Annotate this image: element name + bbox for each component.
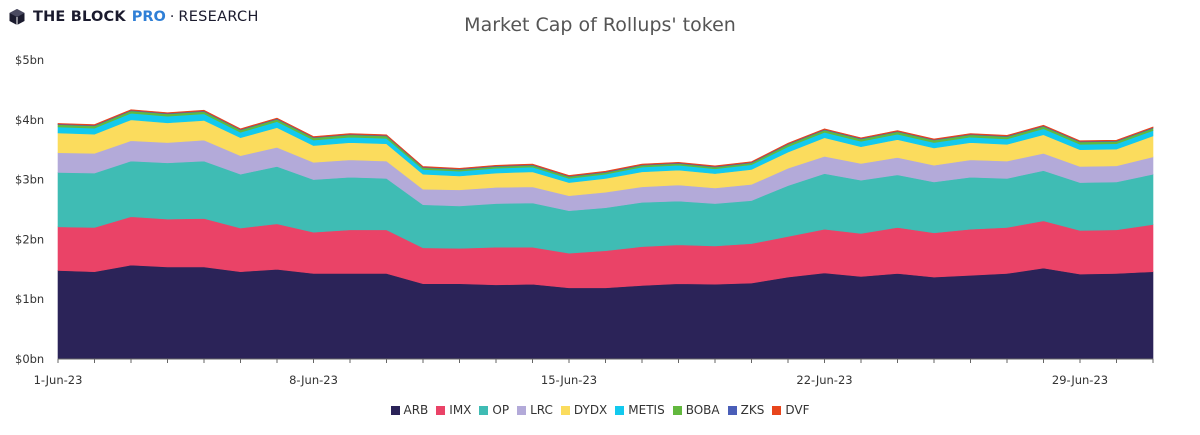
legend-swatch	[772, 405, 782, 415]
legend-item-boba: BOBA	[672, 403, 720, 417]
legend-label: ZKS	[740, 403, 765, 417]
legend-swatch	[390, 405, 400, 415]
y-axis: $0bn $1bn $2bn $3bn $4bn $5bn	[15, 53, 44, 366]
x-tick-label: 22-Jun-23	[796, 373, 852, 387]
legend-item-dvf: DVF	[772, 403, 809, 417]
series-areas	[57, 109, 1154, 360]
legend-label: IMX	[449, 403, 472, 417]
legend-item-dydx: DYDX	[560, 403, 608, 417]
legend-label: OP	[492, 403, 510, 417]
legend-label: ARB	[403, 403, 429, 417]
legend-label: DYDX	[573, 403, 608, 417]
legend-item-metis: METIS	[615, 403, 665, 417]
legend-label: METIS	[628, 403, 665, 417]
legend-swatch	[560, 405, 570, 415]
legend-swatch	[479, 405, 489, 415]
brand-research: RESEARCH	[178, 9, 259, 25]
x-axis: 1-Jun-23 8-Jun-23 15-Jun-23 22-Jun-23 29-Jun…	[34, 358, 1154, 387]
x-tick-label: 1-Jun-23	[34, 373, 83, 387]
legend-label: LRC	[530, 403, 553, 417]
legend-item-imx: IMX	[436, 403, 471, 417]
legend-swatch	[436, 405, 446, 415]
y-tick-label: $5bn	[15, 53, 44, 67]
brand-logo: THE BLOCK PRO · RESEARCH	[8, 6, 259, 28]
chart-title: Market Cap of Rollups' token	[464, 14, 736, 36]
legend-swatch	[517, 405, 527, 415]
legend-swatch	[615, 405, 625, 415]
brand-name: THE BLOCK	[33, 9, 126, 25]
y-tick-label: $3bn	[15, 173, 44, 187]
y-tick-label: $4bn	[15, 113, 44, 127]
legend-label: BOBA	[685, 403, 720, 417]
chart-legend: ARB IMX OP LRC DYDX METIS BOBA ZKS DVF	[0, 403, 1200, 417]
legend-item-lrc: LRC	[517, 403, 553, 417]
brand-pro: PRO	[131, 9, 166, 25]
legend-label: DVF	[785, 403, 810, 417]
brand-separator: ·	[169, 9, 175, 25]
y-tick-label: $2bn	[15, 232, 44, 246]
x-tick-label: 29-Jun-23	[1052, 373, 1108, 387]
y-tick-label: $0bn	[15, 352, 44, 366]
x-tick-label: 8-Jun-23	[289, 373, 338, 387]
legend-item-op: OP	[479, 403, 509, 417]
y-tick-label: $1bn	[15, 292, 44, 306]
legend-item-arb: ARB	[390, 403, 429, 417]
x-tick-label: 15-Jun-23	[541, 373, 597, 387]
legend-swatch	[727, 405, 737, 415]
block-logo-icon	[9, 9, 25, 25]
legend-item-zks: ZKS	[727, 403, 765, 417]
series-area-dvf	[57, 109, 1154, 177]
legend-swatch	[672, 405, 682, 415]
